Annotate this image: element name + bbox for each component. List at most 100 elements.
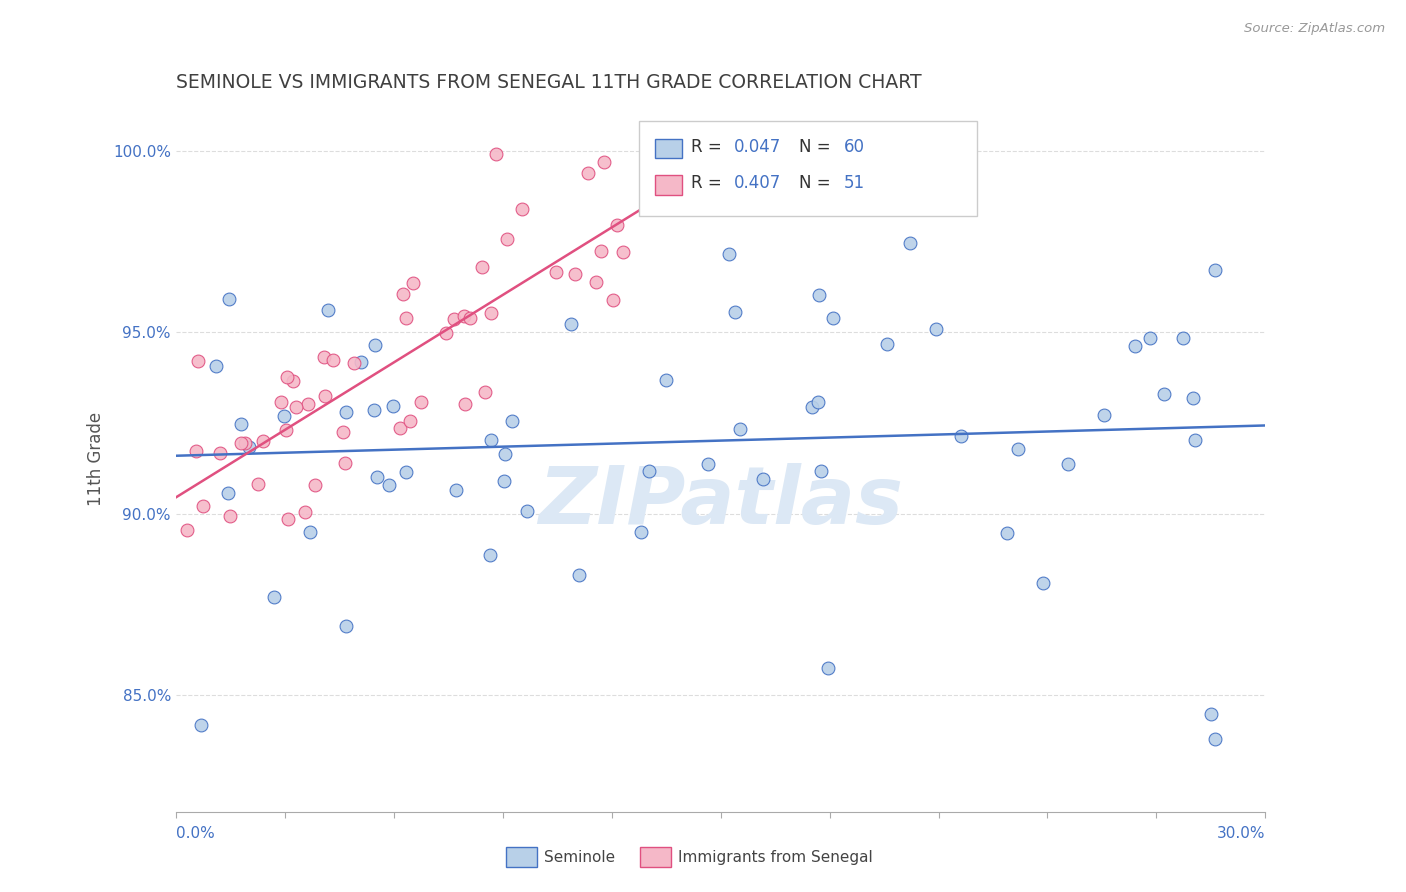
Y-axis label: 11th Grade: 11th Grade	[87, 412, 104, 507]
Point	[560, 317, 582, 331]
Point	[1139, 331, 1161, 345]
Point	[810, 464, 832, 478]
Point	[821, 311, 844, 326]
Point	[335, 619, 357, 633]
Text: Seminole: Seminole	[544, 850, 616, 864]
Point	[342, 356, 364, 370]
Point	[276, 424, 298, 438]
Point	[444, 483, 467, 498]
Point	[187, 354, 209, 368]
Point	[471, 260, 494, 274]
Point	[304, 477, 326, 491]
Point	[318, 303, 340, 318]
Point	[479, 548, 502, 562]
Point	[322, 353, 344, 368]
Point	[276, 370, 298, 384]
Point	[1181, 391, 1204, 405]
Text: ZIPatlas: ZIPatlas	[538, 463, 903, 541]
Point	[602, 293, 624, 307]
Point	[363, 403, 385, 417]
Point	[366, 470, 388, 484]
Point	[612, 244, 634, 259]
Point	[578, 166, 600, 180]
Point	[281, 374, 304, 388]
Point	[252, 434, 274, 448]
Point	[898, 236, 921, 251]
Point	[544, 265, 567, 279]
Point	[298, 525, 321, 540]
Point	[388, 420, 411, 434]
Point	[724, 304, 747, 318]
Point	[1204, 263, 1226, 277]
Point	[218, 292, 240, 306]
Point	[231, 436, 253, 450]
Text: 0.407: 0.407	[734, 174, 780, 192]
Point	[350, 354, 373, 368]
Text: SEMINOLE VS IMMIGRANTS FROM SENEGAL 11TH GRADE CORRELATION CHART: SEMINOLE VS IMMIGRANTS FROM SENEGAL 11TH…	[176, 72, 921, 92]
Point	[176, 523, 198, 537]
Point	[395, 466, 418, 480]
Point	[454, 397, 477, 411]
FancyBboxPatch shape	[655, 139, 682, 159]
Point	[443, 312, 465, 326]
Point	[924, 322, 946, 336]
Point	[399, 413, 422, 427]
Point	[1032, 576, 1054, 591]
Text: R =: R =	[692, 174, 727, 192]
Point	[335, 405, 357, 419]
Point	[479, 434, 502, 448]
Point	[876, 336, 898, 351]
Point	[1171, 331, 1194, 345]
Point	[314, 389, 336, 403]
Point	[585, 275, 607, 289]
Point	[333, 456, 356, 470]
Point	[246, 477, 269, 491]
Point	[392, 287, 415, 301]
Point	[474, 384, 496, 399]
Point	[184, 443, 207, 458]
Text: Immigrants from Senegal: Immigrants from Senegal	[678, 850, 873, 864]
Point	[1153, 386, 1175, 401]
Point	[273, 409, 295, 424]
Point	[1007, 442, 1029, 457]
Point	[485, 147, 508, 161]
Point	[205, 359, 228, 373]
Point	[402, 276, 425, 290]
Point	[409, 394, 432, 409]
Point	[381, 399, 404, 413]
Point	[294, 505, 316, 519]
Text: 0.047: 0.047	[734, 138, 780, 156]
Point	[364, 337, 387, 351]
Point	[512, 202, 534, 216]
Point	[263, 591, 285, 605]
Point	[655, 373, 678, 387]
Point	[1123, 339, 1146, 353]
Point	[606, 218, 628, 232]
Text: 0.0%: 0.0%	[176, 826, 215, 841]
Text: N =: N =	[799, 174, 837, 192]
Point	[496, 231, 519, 245]
Point	[284, 400, 307, 414]
FancyBboxPatch shape	[655, 176, 682, 195]
Point	[801, 400, 824, 414]
Point	[377, 478, 399, 492]
Text: 30.0%: 30.0%	[1218, 826, 1265, 841]
Text: 60: 60	[844, 138, 865, 156]
Point	[593, 154, 616, 169]
Point	[1199, 706, 1222, 721]
Point	[728, 421, 751, 435]
Point	[217, 485, 239, 500]
Text: R =: R =	[692, 138, 727, 156]
Point	[1092, 408, 1115, 422]
Point	[630, 524, 652, 539]
Point	[697, 457, 720, 471]
Point	[817, 661, 839, 675]
Point	[458, 311, 481, 326]
Point	[332, 425, 354, 440]
Point	[277, 512, 299, 526]
Point	[516, 504, 538, 518]
Point	[494, 474, 516, 488]
Point	[209, 446, 232, 460]
FancyBboxPatch shape	[638, 121, 977, 216]
Text: N =: N =	[799, 138, 837, 156]
